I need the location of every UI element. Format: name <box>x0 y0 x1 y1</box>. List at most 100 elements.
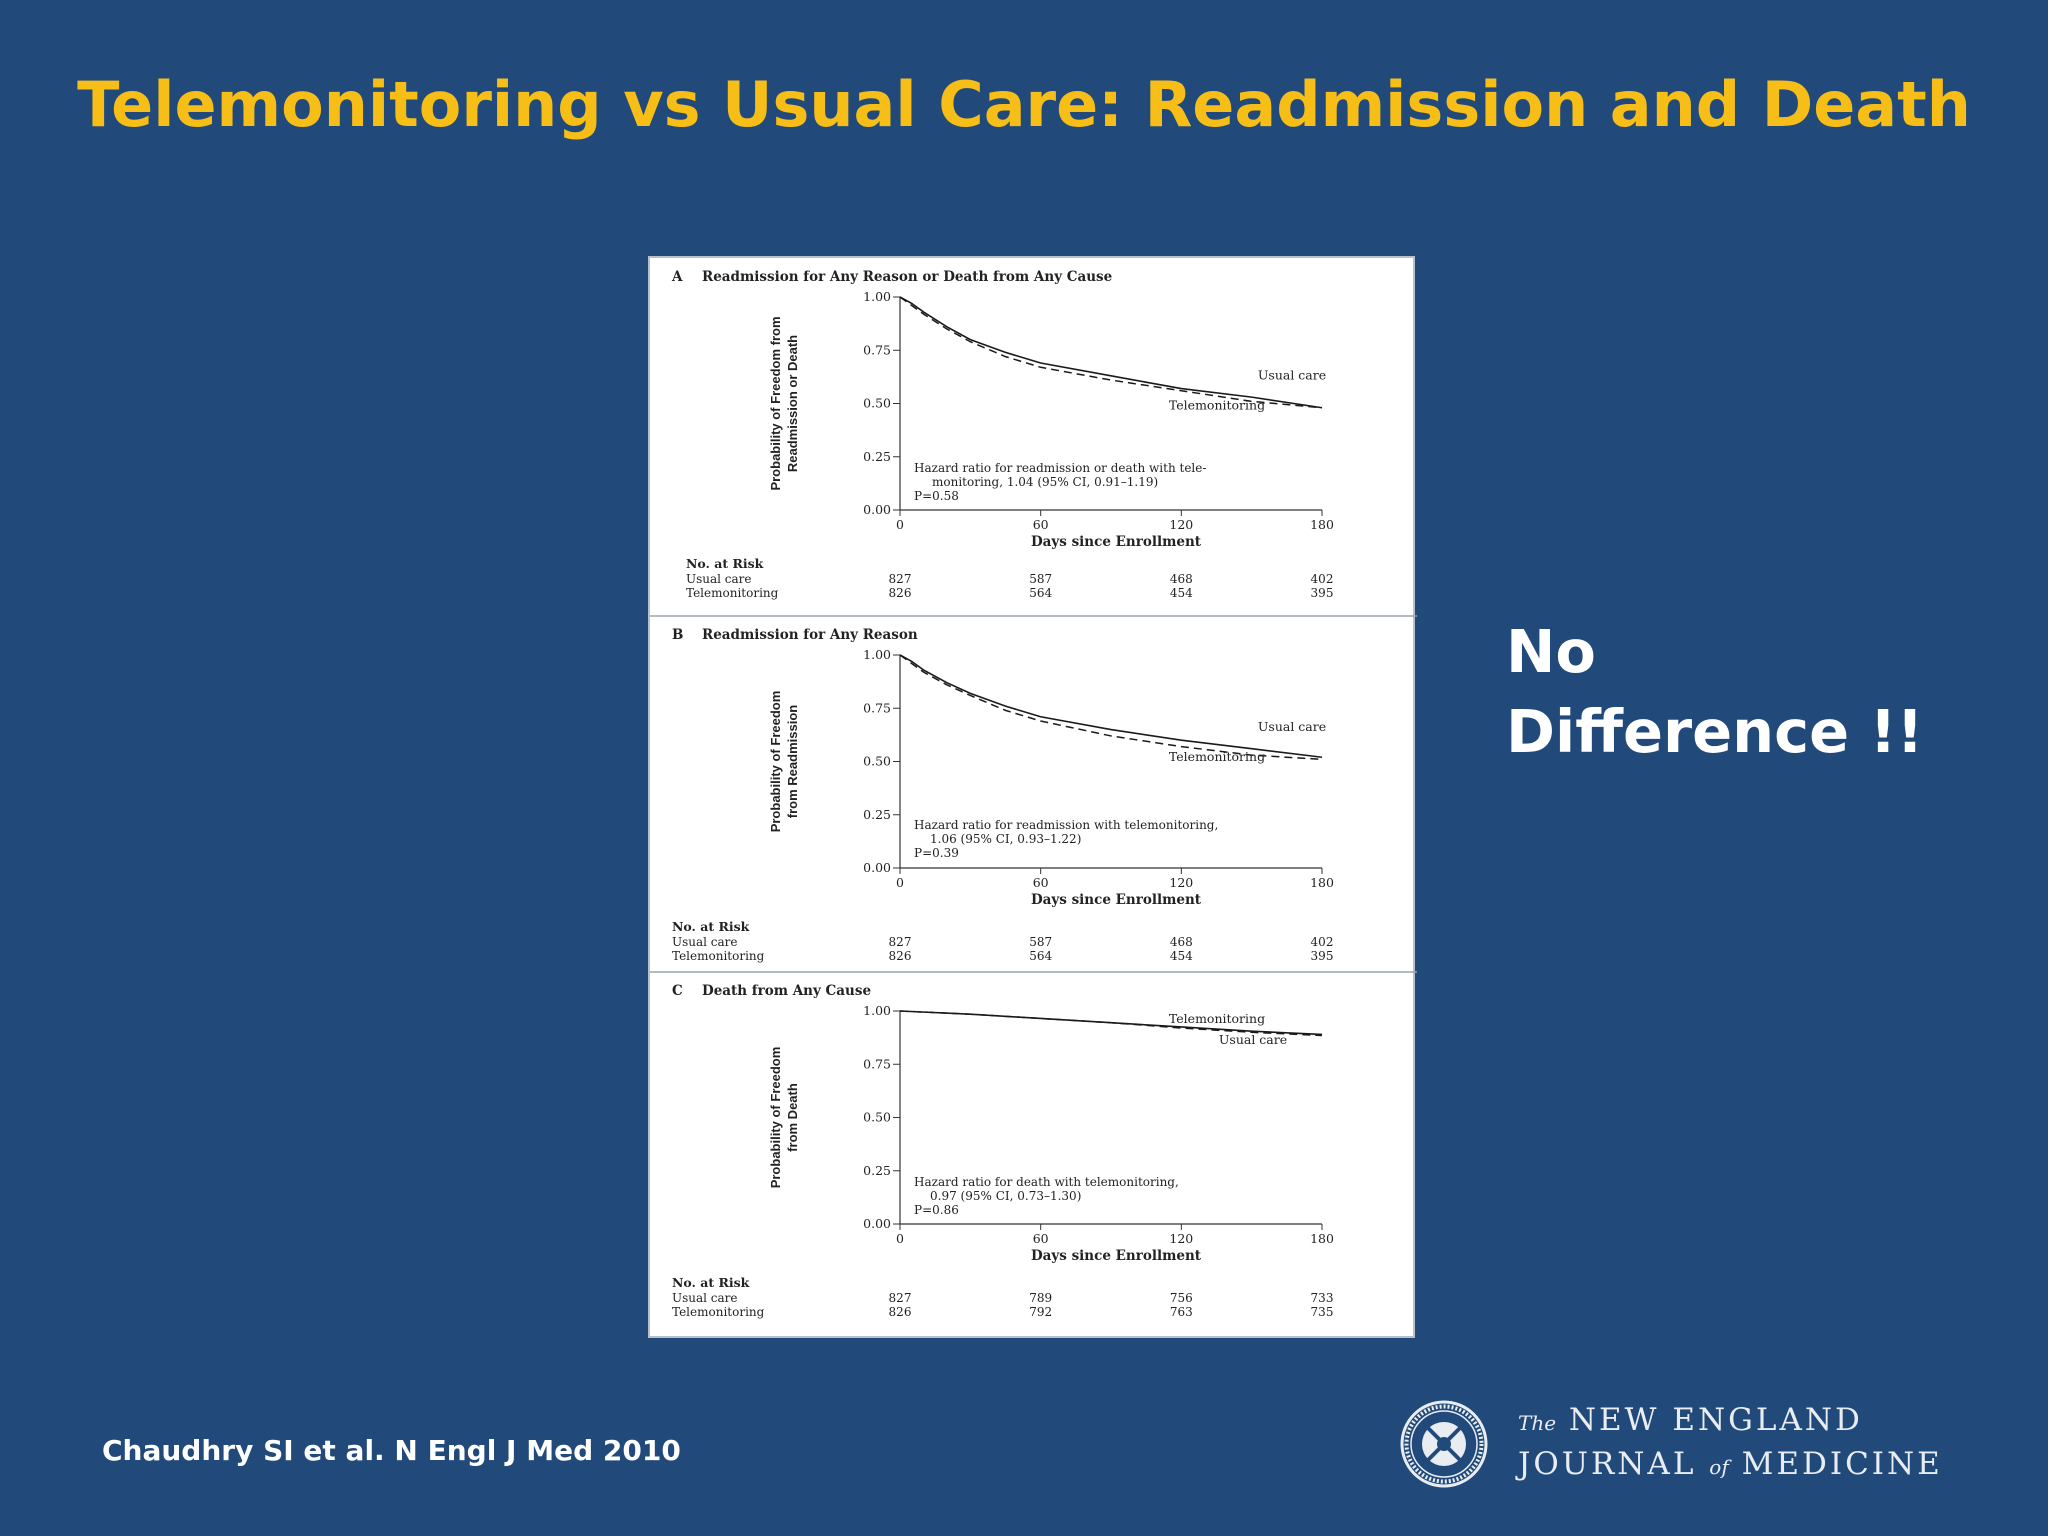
panel-b-risk-value: 402 <box>1311 935 1334 949</box>
panel-b-annotation-line: Hazard ratio for readmission with telemo… <box>914 818 1218 832</box>
panel-b-series-usual-care <box>899 654 1323 759</box>
panel-c-series-usual-care <box>899 1010 1323 1037</box>
panel-b-ytick-label: 0.25 <box>863 807 891 822</box>
logo-medicine: MEDICINE <box>1741 1446 1943 1482</box>
panel-a-y-axis-label: Probability of Freedom from <box>768 316 783 490</box>
panel-b-risk-value: 587 <box>1029 935 1052 949</box>
panel-a-title: Readmission for Any Reason or Death from… <box>702 269 1112 285</box>
panel-b-x-axis-label: Days since Enrollment <box>1031 892 1202 908</box>
panel-a-risk-value: 564 <box>1029 586 1052 600</box>
panel-a-ytick-label: 0.75 <box>863 342 891 357</box>
panel-b-risk-row-label: Telemonitoring <box>672 949 765 963</box>
panel-a-xtick-label: 60 <box>1033 517 1049 532</box>
panel-b-series-label-2: Telemonitoring <box>1169 749 1265 764</box>
panel-c-y-axis-label: from Death <box>785 1083 800 1152</box>
panel-a-y-axis-label: Readmission or Death <box>785 335 800 472</box>
panel-a-series-label-1: Usual care <box>1258 368 1326 383</box>
panel-a-xtick-label: 180 <box>1310 517 1334 532</box>
panel-a-letter: A <box>671 269 683 285</box>
panel-a-annotation-line: monitoring, 1.04 (95% CI, 0.91–1.19) <box>932 475 1158 489</box>
panel-b-y-axis-label: from Readmission <box>785 705 800 818</box>
panel-c-risk-value: 756 <box>1170 1291 1193 1305</box>
panel-b-ytick-label: 0.50 <box>863 754 891 769</box>
panel-c-y-axis-label: Probability of Freedom <box>768 1047 783 1189</box>
panel-a-series-telemonitoring <box>899 296 1323 409</box>
panel-c-series-label-1: Telemonitoring <box>1169 1011 1265 1026</box>
panel-c-ytick-label: 0.50 <box>863 1110 891 1125</box>
panel-b-xtick-label: 0 <box>896 875 904 890</box>
panel-b-risk-row-label: Usual care <box>672 935 738 949</box>
panel-a-risk-value: 402 <box>1311 572 1334 586</box>
logo-of: of <box>1709 1455 1729 1479</box>
panel-b-risk-value: 564 <box>1029 949 1052 963</box>
panel-c-risk-heading: No. at Risk <box>672 1275 750 1290</box>
panel-b-letter: B <box>672 627 683 643</box>
panel-a-x-axis-label: Days since Enrollment <box>1031 534 1202 550</box>
logo-journal: JOURNAL <box>1518 1446 1697 1482</box>
panel-a-ytick-label: 0.00 <box>863 502 891 517</box>
panel-c-risk-value: 735 <box>1311 1305 1334 1319</box>
panel-a-risk-value: 827 <box>889 572 912 586</box>
panel-b-ytick-label: 0.00 <box>863 860 891 875</box>
panel-c-risk-value: 733 <box>1311 1291 1334 1305</box>
slide-title: Telemonitoring vs Usual Care: Readmissio… <box>77 68 1971 141</box>
panel-b-risk-value: 827 <box>889 935 912 949</box>
panel-c-risk-row-label: Usual care <box>672 1291 738 1305</box>
panel-b-ytick-label: 1.00 <box>863 647 891 662</box>
panel-c-annotation-line: Hazard ratio for death with telemonitori… <box>914 1175 1179 1189</box>
citation: Chaudhry SI et al. N Engl J Med 2010 <box>102 1434 681 1467</box>
panel-a-risk-value: 587 <box>1029 572 1052 586</box>
logo-line-1: The NEW ENGLAND <box>1518 1400 1943 1443</box>
nejm-seal-icon <box>1400 1400 1488 1488</box>
panel-a-risk-row-label: Usual care <box>686 572 752 586</box>
panel-c-series-label-2: Usual care <box>1219 1032 1287 1047</box>
panel-c-xtick-label: 120 <box>1169 1231 1193 1246</box>
panel-c-risk-value: 789 <box>1029 1291 1052 1305</box>
panel-c-annotation-line: P=0.86 <box>914 1203 959 1217</box>
panel-b-risk-value: 468 <box>1170 935 1193 949</box>
panel-a-ytick-label: 0.50 <box>863 396 891 411</box>
panel-a-xtick-label: 0 <box>896 517 904 532</box>
panel-c-risk-value: 826 <box>889 1305 912 1319</box>
callout-line-2: Difference !! <box>1506 697 1924 766</box>
panel-b-title: Readmission for Any Reason <box>702 627 918 643</box>
panel-c-risk-value: 827 <box>889 1291 912 1305</box>
panel-c-risk-value: 763 <box>1170 1305 1193 1319</box>
panel-c-annotation-line: 0.97 (95% CI, 0.73–1.30) <box>930 1189 1081 1203</box>
panel-c-xtick-label: 0 <box>896 1231 904 1246</box>
panel-b-series-telemonitoring <box>899 654 1323 761</box>
panel-c-ytick-label: 0.00 <box>863 1216 891 1231</box>
panel-b-risk-value: 826 <box>889 949 912 963</box>
panel-c-xtick-label: 60 <box>1033 1231 1049 1246</box>
panel-b-annotation-line: P=0.39 <box>914 846 959 860</box>
panel-a-series-label-2: Telemonitoring <box>1169 398 1265 413</box>
panel-c-ytick-label: 1.00 <box>863 1003 891 1018</box>
logo-wordmark: The NEW ENGLAND JOURNAL of MEDICINE <box>1518 1400 1943 1488</box>
panel-b-y-axis-label: Probability of Freedom <box>768 691 783 833</box>
panel-c-risk-row-label: Telemonitoring <box>672 1305 765 1319</box>
kaplan-meier-figure: A Readmission for Any Reason or Death fro… <box>648 256 1417 1338</box>
panel-b-risk-value: 395 <box>1311 949 1334 963</box>
panel-b-annotation-line: 1.06 (95% CI, 0.93–1.22) <box>930 832 1081 846</box>
panel-a-series-usual-care <box>899 296 1323 409</box>
logo-new-england: NEW ENGLAND <box>1568 1402 1863 1438</box>
panel-b-xtick-label: 60 <box>1033 875 1049 890</box>
logo-line-2: JOURNAL of MEDICINE <box>1518 1443 1943 1488</box>
panel-c-ytick-label: 0.25 <box>863 1163 891 1178</box>
panel-a-ytick-label: 1.00 <box>863 289 891 304</box>
panel-c-risk-value: 792 <box>1029 1305 1052 1319</box>
panel-a-risk-row-label: Telemonitoring <box>686 586 779 600</box>
panel-a-risk-value: 395 <box>1311 586 1334 600</box>
logo-the: The <box>1518 1411 1557 1435</box>
panel-c-xtick-label: 180 <box>1310 1231 1334 1246</box>
panel-a-ytick-label: 0.25 <box>863 449 891 464</box>
panel-a-risk-value: 468 <box>1170 572 1193 586</box>
panel-a-risk-value: 826 <box>889 586 912 600</box>
panel-c-x-axis-label: Days since Enrollment <box>1031 1248 1202 1264</box>
panel-a-risk-heading: No. at Risk <box>686 556 764 571</box>
nejm-logo: The NEW ENGLAND JOURNAL of MEDICINE <box>1398 1398 1998 1490</box>
panel-b-series-label-1: Usual care <box>1258 719 1326 734</box>
panel-a-annotation-line: Hazard ratio for readmission or death wi… <box>914 461 1206 475</box>
panel-c-letter: C <box>672 983 683 999</box>
panel-b-risk-value: 454 <box>1170 949 1193 963</box>
